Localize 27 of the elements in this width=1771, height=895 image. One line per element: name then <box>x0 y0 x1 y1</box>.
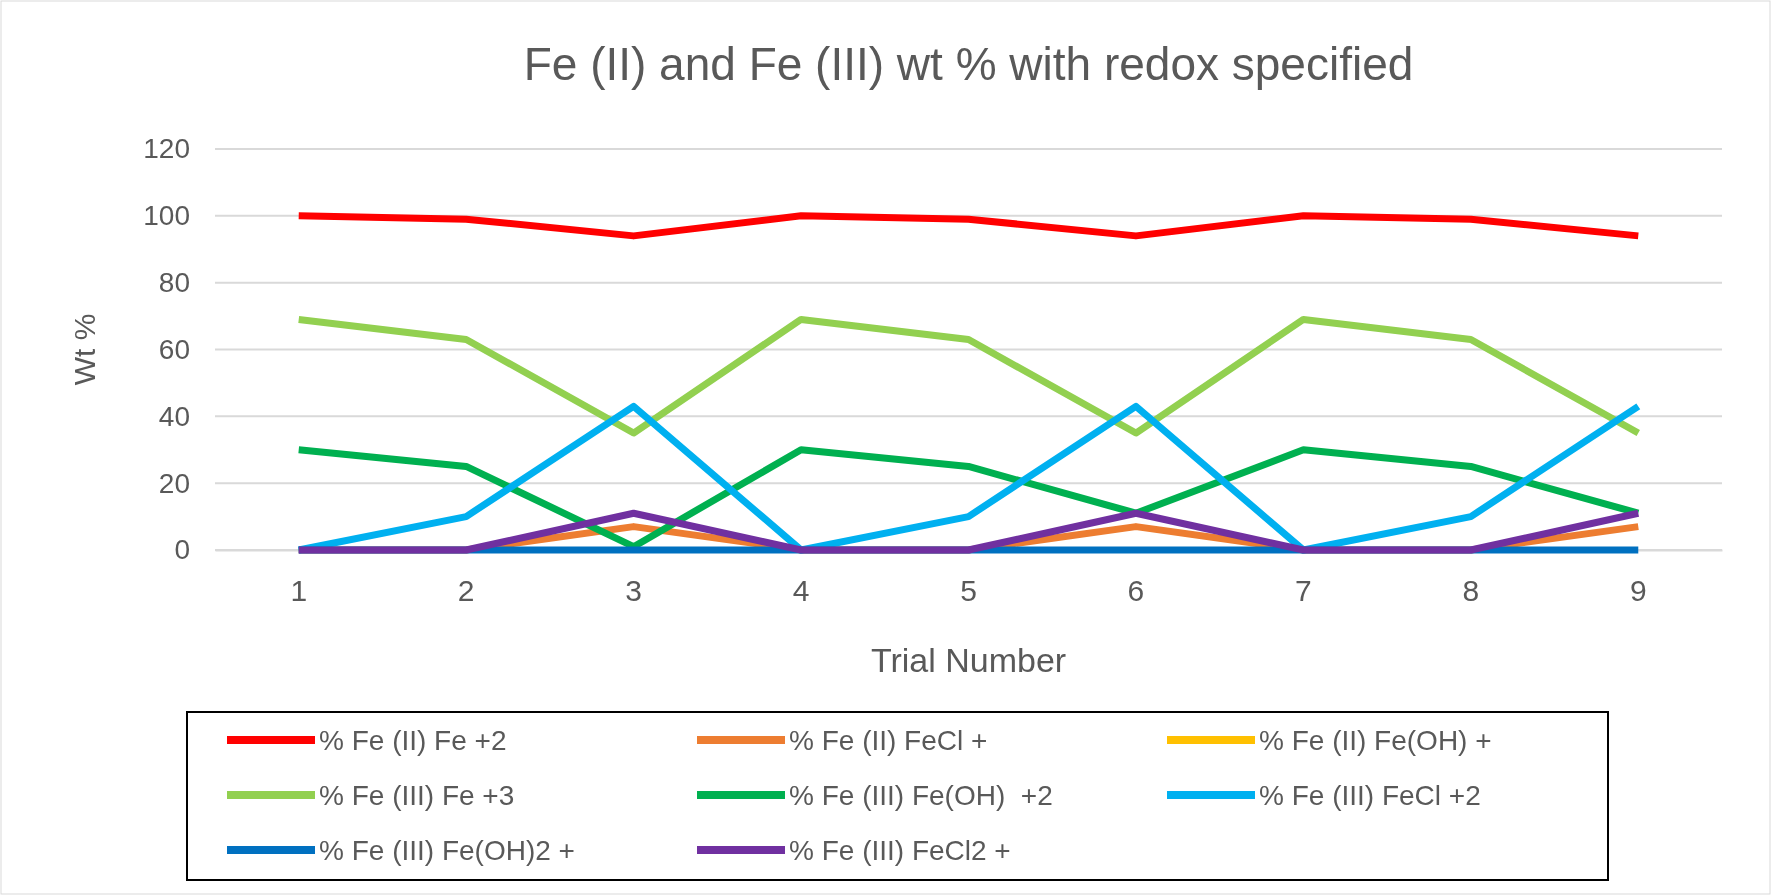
x-tick-label: 8 <box>1462 574 1480 608</box>
x-tick-label: 7 <box>1295 574 1312 608</box>
y-axis-title: Wt % <box>68 313 101 386</box>
y-tick-label: 80 <box>158 267 190 299</box>
chart-title: Fe (II) and Fe (III) wt % with redox specified <box>523 38 1414 90</box>
x-tick-label: 6 <box>1127 574 1145 608</box>
legend-label: % Fe (III) FeCl2 + <box>789 835 1011 866</box>
legend-label: % Fe (III) FeCl +2 <box>1259 780 1481 811</box>
y-tick-label: 60 <box>158 333 190 365</box>
x-tick-label: 1 <box>290 574 308 608</box>
x-tick-label: 3 <box>625 574 642 608</box>
legend-label: % Fe (II) FeCl + <box>789 725 988 756</box>
x-axis-title: Trial Number <box>870 641 1067 679</box>
x-tick-label: 9 <box>1629 574 1647 608</box>
legend-label: % Fe (II) Fe(OH) + <box>1259 725 1492 756</box>
y-tick-label: 120 <box>143 133 190 165</box>
legend-label: % Fe (II) Fe +2 <box>319 725 507 756</box>
y-tick-label: 100 <box>143 200 190 232</box>
x-tick-label: 5 <box>960 574 977 608</box>
y-tick-label: 0 <box>174 534 190 566</box>
x-tick-label: 2 <box>457 574 475 608</box>
y-tick-label: 20 <box>158 467 190 499</box>
legend-label: % Fe (III) Fe(OH)2 + <box>319 835 575 866</box>
y-tick-label: 40 <box>158 400 190 432</box>
legend-label: % Fe (III) Fe(OH) +2 <box>789 780 1053 811</box>
legend-label: % Fe (III) Fe +3 <box>319 780 515 811</box>
x-tick-label: 4 <box>792 574 810 608</box>
